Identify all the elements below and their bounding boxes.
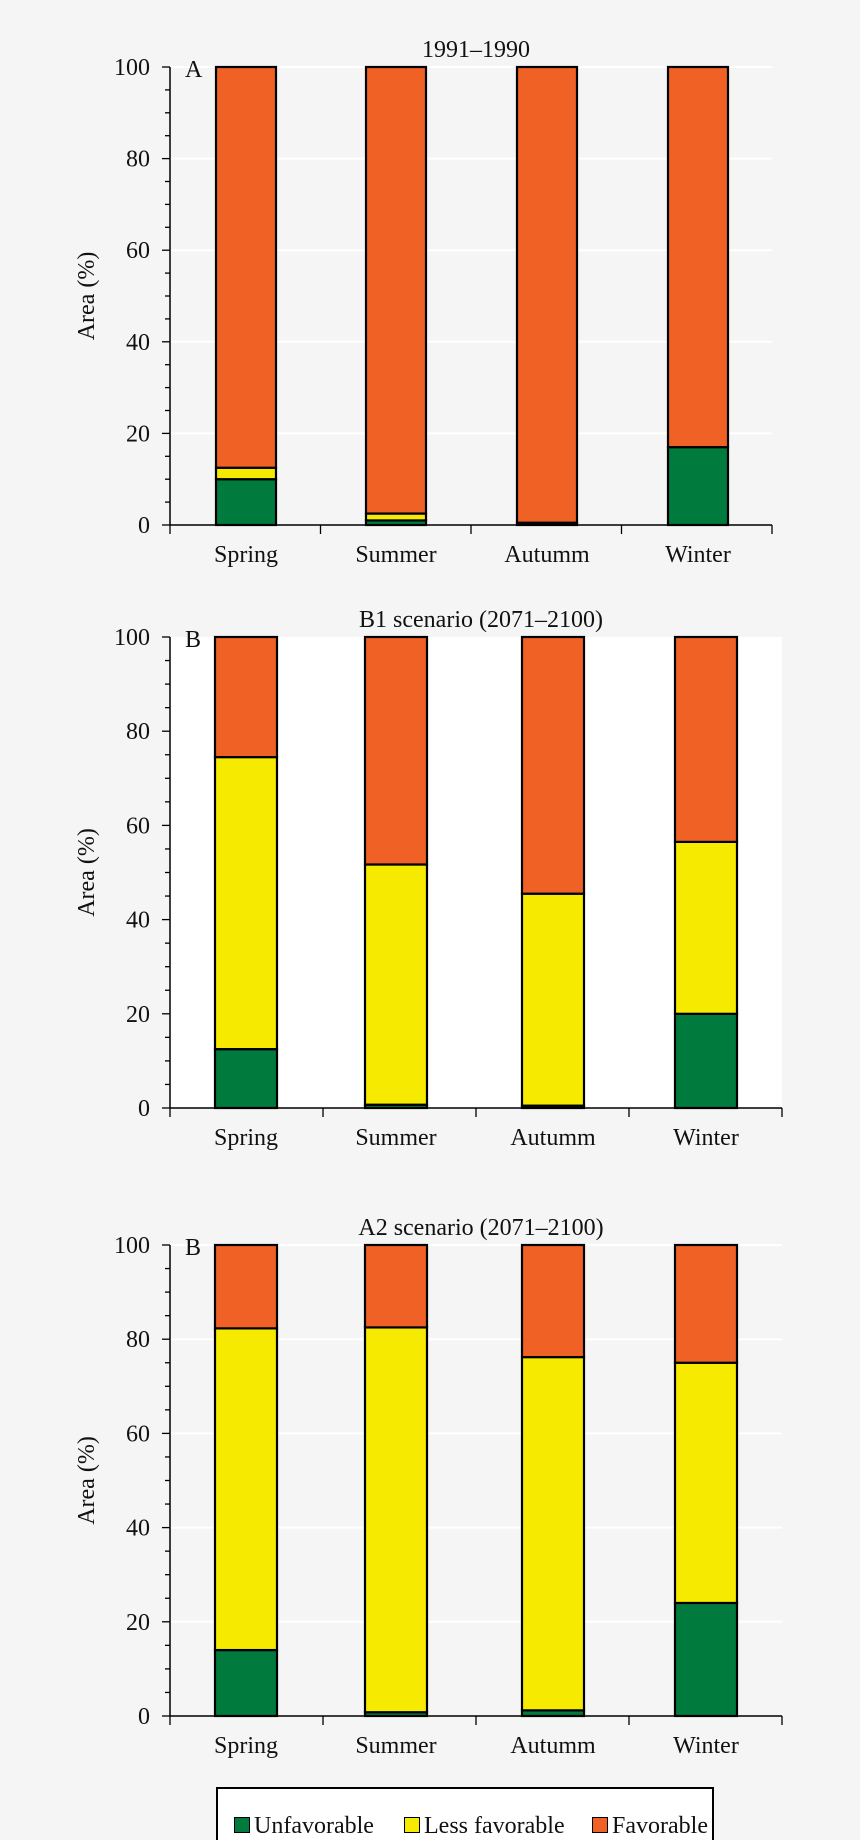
- bar-segment-less-favorable-autumm: [520, 1355, 586, 1712]
- legend-swatch-less-favorable: [404, 1817, 420, 1833]
- y-tick-label: 60: [126, 238, 150, 264]
- bar-segment-less-favorable-winter: [673, 1361, 739, 1605]
- x-tick-label-autumm: Autumm: [510, 1125, 596, 1151]
- bar-segment-less-favorable-summer: [363, 863, 429, 1106]
- y-tick-label: 40: [126, 1516, 150, 1542]
- x-tick-label-autumm: Autumm: [510, 1733, 596, 1759]
- panel-label: A: [185, 57, 203, 83]
- bar-segment-favorable-autumm: [520, 635, 586, 895]
- legend-box: Unfavorable Less favorable Favorable: [216, 1787, 714, 1840]
- x-tick-label-spring: Spring: [214, 1125, 278, 1151]
- bar-segment-less-favorable-spring: [213, 756, 279, 1051]
- bar-segment-favorable-summer: [363, 635, 429, 866]
- y-axis-label: Area (%): [74, 252, 100, 341]
- chart-panel-1: 0 20 40 60 80 100 Spring Summer Autumm Winter 1991…: [74, 37, 773, 568]
- y-tick-label: 20: [126, 421, 150, 447]
- bar-segment-unfavorable-spring: [213, 1048, 279, 1110]
- x-tick-label-spring: Spring: [214, 542, 278, 568]
- x-tick-label-spring: Spring: [214, 1733, 278, 1759]
- bar-segment-favorable-summer: [363, 1243, 429, 1329]
- y-tick-label: 100: [114, 55, 150, 81]
- bar-segment-less-favorable-winter: [673, 840, 739, 1015]
- bar-segment-favorable-winter: [666, 65, 730, 449]
- y-axis-label: Area (%): [74, 1436, 100, 1525]
- y-tick-label: 60: [126, 813, 150, 839]
- bar-segment-favorable-spring: [214, 65, 278, 469]
- chart-panel-3: 0 20 40 60 80 100 Spring Summer Autumm Winter A2 s…: [74, 1215, 783, 1759]
- legend-label-favorable: Favorable: [612, 1813, 708, 1839]
- bar-segment-less-favorable-summer: [363, 1326, 429, 1714]
- panel-label: B: [185, 1235, 201, 1261]
- legend: Unfavorable Less favorable Favorable: [216, 1787, 718, 1840]
- y-tick-label: 80: [126, 719, 150, 745]
- y-tick-label: 0: [138, 1704, 150, 1730]
- panel-title: B1 scenario (2071–2100): [359, 607, 603, 633]
- y-tick-label: 60: [126, 1421, 150, 1447]
- panel-label: B: [185, 627, 201, 653]
- bar-segment-favorable-winter: [673, 635, 739, 843]
- bar-segment-favorable-autumm: [520, 1243, 586, 1359]
- x-tick-label-summer: Summer: [355, 542, 436, 568]
- legend-swatch-favorable: [592, 1817, 608, 1833]
- x-tick-label-winter: Winter: [673, 1125, 739, 1151]
- x-tick-label-winter: Winter: [673, 1733, 739, 1759]
- y-tick-label: 80: [126, 1327, 150, 1353]
- x-tick-label-winter: Winter: [665, 542, 731, 568]
- bar-segment-less-favorable-spring: [213, 1327, 279, 1652]
- y-axis-label: Area (%): [74, 828, 100, 917]
- bar-segment-unfavorable-spring: [214, 478, 278, 527]
- bar-segment-favorable-winter: [673, 1243, 739, 1364]
- chart-panel-2: 0 20 40 60 80 100 Spring Summer Autumm Winter B1 s…: [74, 607, 783, 1151]
- bar-segment-less-favorable-spring: [214, 466, 278, 481]
- x-tick-label-summer: Summer: [355, 1125, 436, 1151]
- y-tick-label: 40: [126, 330, 150, 356]
- bar-segment-favorable-spring: [213, 635, 279, 759]
- legend-swatch-unfavorable: [234, 1817, 250, 1833]
- y-tick-label: 0: [138, 513, 150, 539]
- y-tick-label: 40: [126, 908, 150, 934]
- legend-label-less-favorable: Less favorable: [424, 1813, 565, 1839]
- bar-segment-unfavorable-winter: [666, 446, 730, 527]
- bar-segment-unfavorable-winter: [673, 1601, 739, 1718]
- bar-segment-unfavorable-spring: [213, 1648, 279, 1718]
- bar-segment-favorable-spring: [213, 1243, 279, 1330]
- x-tick-label-summer: Summer: [355, 1733, 436, 1759]
- legend-label-unfavorable: Unfavorable: [254, 1813, 374, 1839]
- panel-title: 1991–1990: [422, 37, 530, 63]
- y-tick-label: 20: [126, 1610, 150, 1636]
- y-tick-label: 20: [126, 1002, 150, 1028]
- bar-segment-unfavorable-winter: [673, 1012, 739, 1110]
- y-tick-label: 100: [114, 625, 150, 651]
- x-tick-label-autumm: Autumm: [504, 542, 590, 568]
- y-tick-label: 80: [126, 147, 150, 173]
- bar-segment-favorable-autumm: [515, 65, 579, 524]
- y-tick-label: 100: [114, 1233, 150, 1259]
- y-tick-label: 0: [138, 1096, 150, 1122]
- panel-title: A2 scenario (2071–2100): [358, 1215, 603, 1241]
- bar-segment-favorable-summer: [364, 65, 428, 515]
- bar-segment-less-favorable-autumm: [520, 892, 586, 1107]
